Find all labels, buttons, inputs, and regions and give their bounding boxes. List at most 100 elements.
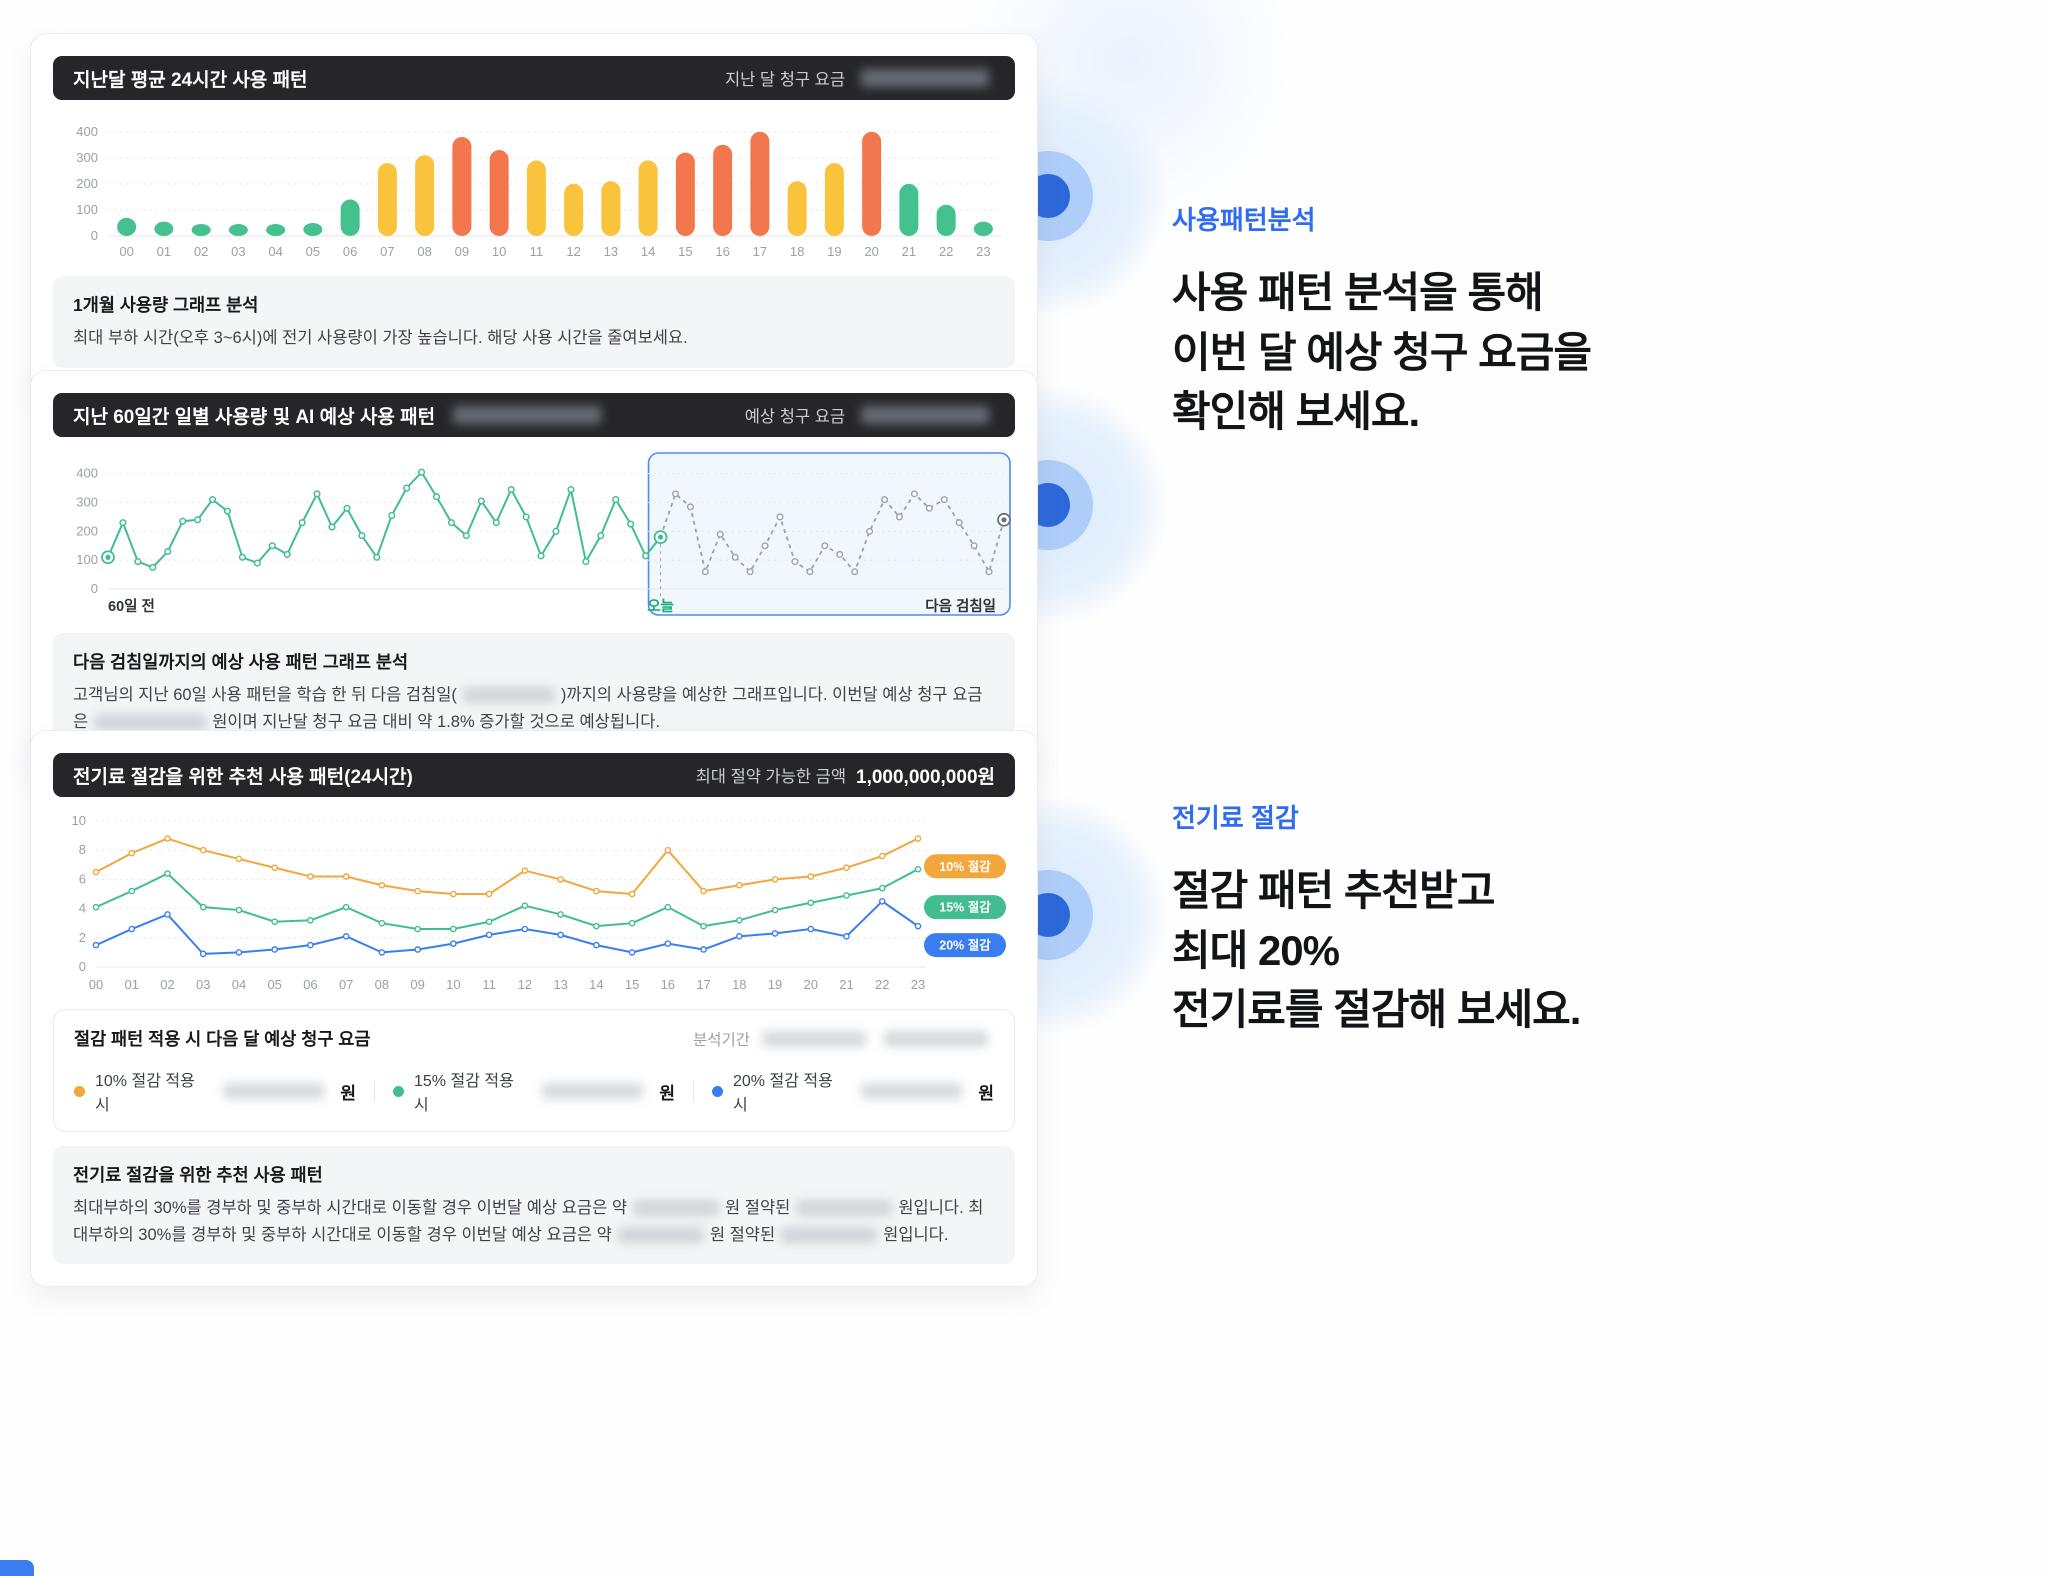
svg-text:05: 05 [267, 977, 281, 992]
svg-text:13: 13 [604, 244, 618, 259]
last-month-bill-label: 지난 달 청구 요금 [724, 71, 845, 89]
analysis-text-part: )까지의 사용량을 예상한 그래프입니다. 이번달 예상 청구 요금은 [73, 686, 983, 731]
svg-text:4: 4 [79, 901, 86, 916]
redacted-expected-fee [94, 713, 207, 730]
legend-label: 20% 절감 적용 시 [733, 1073, 833, 1114]
analysis-text-part: 원이며 지난달 청구 요금 대비 약 1.8% 증가할 것으로 예상됩니다. [212, 712, 660, 731]
svg-text:11: 11 [530, 244, 544, 259]
svg-text:21: 21 [839, 977, 853, 992]
analysis-title: 1개월 사용량 그래프 분석 [73, 295, 259, 315]
svg-text:2: 2 [79, 930, 86, 945]
svg-text:00: 00 [119, 244, 133, 259]
legend-item-20pct: 20% 절감 적용 시 원 [712, 1067, 994, 1115]
savings-analysis-box: 전기료 절감을 위한 추천 사용 패턴 최대부하의 30%를 경부하 및 중부하… [53, 1146, 1015, 1265]
svg-text:다음 검침일: 다음 검침일 [925, 597, 996, 615]
svg-text:08: 08 [375, 977, 389, 992]
svg-text:0: 0 [91, 228, 98, 243]
analysis-body: 최대 부하 시간(오후 3~6시)에 전기 사용량이 가장 높습니다. 해당 사… [73, 329, 688, 347]
svg-text:6: 6 [79, 871, 86, 886]
svg-text:02: 02 [160, 977, 174, 992]
analysis-body: 고객님의 지난 60일 사용 패턴을 학습 한 뒤 다음 검침일()까지의 사용… [73, 682, 995, 735]
svg-text:04: 04 [268, 244, 282, 259]
svg-text:10: 10 [72, 813, 86, 828]
svg-text:07: 07 [380, 244, 394, 259]
card-sixty-day-header: 지난 60일간 일별 사용량 및 AI 예상 사용 패턴 예상 청구 요금 [53, 393, 1015, 437]
feature-usage-analysis: 사용패턴분석 사용 패턴 분석을 통해 이번 달 예상 청구 요금을 확인해 보… [1172, 200, 1812, 442]
svg-text:05: 05 [306, 244, 320, 259]
svg-text:100: 100 [76, 552, 98, 567]
feature-headline: 사용 패턴 분석을 통해 이번 달 예상 청구 요금을 확인해 보세요. [1172, 269, 1592, 436]
svg-text:01: 01 [125, 977, 139, 992]
redacted-bill-amount [861, 69, 989, 87]
redacted-fee-10pct [223, 1083, 325, 1099]
svg-text:12: 12 [566, 244, 580, 259]
svg-text:09: 09 [410, 977, 424, 992]
redacted-date-range [453, 406, 602, 424]
redacted-next-reading-date [462, 687, 555, 703]
analysis-text-part: 고객님의 지난 60일 사용 패턴을 학습 한 뒤 다음 검침일( [73, 686, 457, 704]
expected-bill-label: 예상 청구 요금 [744, 408, 845, 426]
feature-eyebrow: 전기료 절감 [1172, 803, 1299, 833]
svg-text:19: 19 [827, 244, 841, 259]
svg-text:300: 300 [76, 494, 98, 509]
svg-text:06: 06 [343, 244, 357, 259]
analysis-text-part: 최대부하의 30%를 경부하 및 중부하 시간대로 이동할 경우 이번달 예상 … [73, 1199, 628, 1217]
card-title: 지난달 평균 24시간 사용 패턴 [73, 69, 308, 91]
svg-text:16: 16 [715, 244, 729, 259]
analysis-text-part: 원입니다. [883, 1225, 949, 1244]
analysis-text-part: 원입니다. 최대부하의 30%를 경부하 및 중부하 시간대로 이동할 경우 이… [73, 1199, 984, 1244]
svg-text:08: 08 [417, 244, 431, 259]
svg-text:22: 22 [939, 244, 953, 259]
card-monthly-usage-header: 지난달 평균 24시간 사용 패턴 지난 달 청구 요금 [53, 56, 1015, 100]
legend-dot-blue [712, 1085, 723, 1097]
redacted-period-start [762, 1030, 866, 1047]
legend-label: 10% 절감 적용 시 [95, 1073, 195, 1114]
svg-text:21: 21 [902, 244, 916, 259]
svg-text:10: 10 [446, 977, 460, 992]
svg-text:20% 절감: 20% 절감 [939, 938, 991, 953]
legend-item-15pct: 15% 절감 적용 시 원 [393, 1067, 675, 1115]
analysis-period-label: 분석기간 [692, 1031, 750, 1049]
legend-unit: 원 [340, 1083, 356, 1103]
legend-dot-orange [74, 1085, 85, 1097]
svg-text:23: 23 [976, 244, 990, 259]
svg-text:60일 전: 60일 전 [108, 598, 155, 615]
analysis-body: 최대부하의 30%를 경부하 및 중부하 시간대로 이동할 경우 이번달 예상 … [73, 1195, 995, 1248]
legend-item-10pct: 10% 절감 적용 시 원 [74, 1067, 356, 1115]
svg-text:오늘: 오늘 [647, 598, 674, 615]
max-saving-value: 1,000,000,000원 [856, 766, 995, 788]
card-monthly-usage: 지난달 평균 24시간 사용 패턴 지난 달 청구 요금 0 100 200 300 4… [30, 33, 1038, 391]
savings-legend: 10% 절감 적용 시 원 15% 절감 적용 시 원 20% 절감 적용 시 [74, 1067, 994, 1115]
legend-divider [693, 1081, 694, 1101]
svg-text:15% 절감: 15% 절감 [939, 900, 991, 915]
legend-dot-green [393, 1085, 404, 1097]
expected-bill: 예상 청구 요금 [745, 403, 995, 427]
hourly-usage-bar-chart: 0 100 200 300 400 00 01 02 03 04 05 06 07 08 09 10 11 12 1… [76, 124, 1002, 259]
svg-text:03: 03 [196, 977, 210, 992]
svg-text:400: 400 [76, 466, 98, 481]
daily-usage-line-chart: 0 100 200 300 400 60일 전 오늘 다음 검침일 [76, 452, 1011, 616]
card-savings-header: 전기료 절감을 위한 추천 사용 패턴(24시간) 최대 절약 가능한 금액 1… [53, 753, 1015, 797]
svg-text:8: 8 [79, 842, 86, 857]
redacted-saved-amount [617, 1226, 704, 1243]
svg-text:19: 19 [768, 977, 782, 992]
analysis-title: 다음 검침일까지의 예상 사용 패턴 그래프 분석 [73, 652, 409, 672]
svg-text:11: 11 [482, 977, 496, 992]
svg-text:14: 14 [589, 977, 603, 992]
analysis-period: 분석기간 [693, 1028, 994, 1050]
svg-text:17: 17 [753, 244, 767, 259]
svg-text:07: 07 [339, 977, 353, 992]
svg-text:200: 200 [76, 176, 98, 191]
redacted-period-end [884, 1030, 988, 1047]
svg-text:12: 12 [518, 977, 532, 992]
svg-text:13: 13 [553, 977, 567, 992]
svg-text:200: 200 [76, 523, 98, 538]
billing-forecast-head: 절감 패턴 적용 시 다음 달 예상 청구 요금 분석기간 [74, 1026, 994, 1051]
svg-text:01: 01 [157, 244, 171, 259]
svg-text:0: 0 [79, 959, 86, 974]
svg-text:04: 04 [232, 977, 246, 992]
feature-savings: 전기료 절감 절감 패턴 추천받고 최대 20% 전기료를 절감해 보세요. [1172, 798, 1812, 1040]
svg-text:17: 17 [696, 977, 710, 992]
